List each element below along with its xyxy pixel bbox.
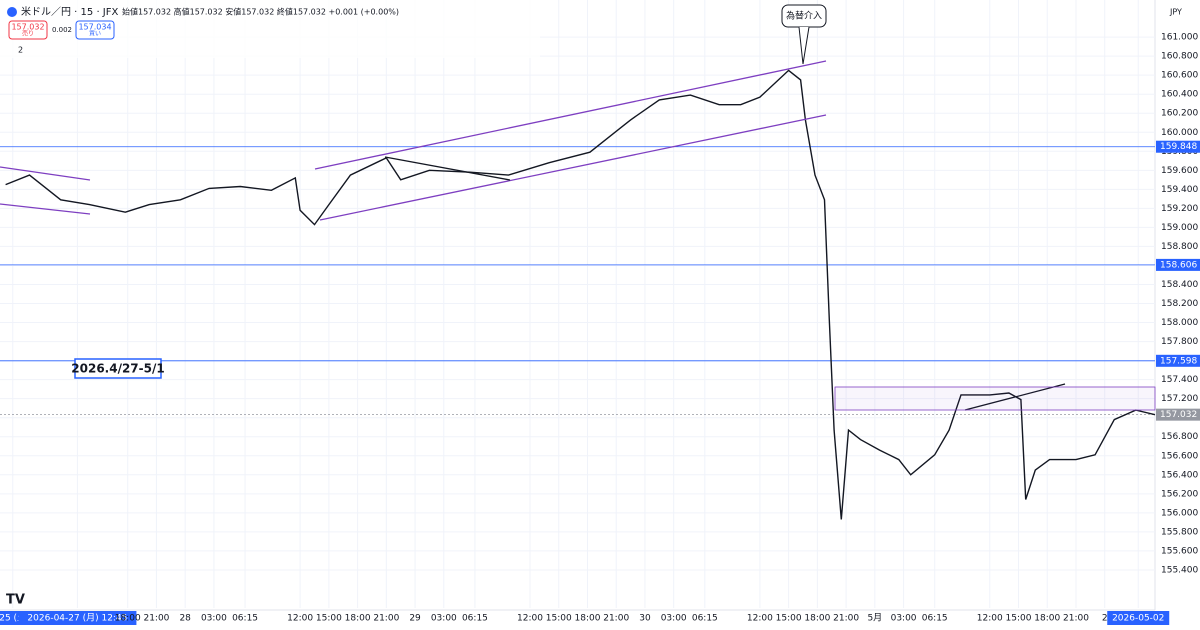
x-tick-label: 21:00	[603, 614, 629, 624]
y-tick-label: 161.000	[1161, 33, 1198, 43]
x-tick-label: 21:00	[1063, 614, 1089, 624]
price-axis	[1155, 0, 1200, 626]
x-tick-label: 03:00	[661, 614, 687, 624]
x-tick-label: 06:15	[232, 614, 258, 624]
annotation: 為替介入	[786, 10, 822, 22]
callout: 為替介入	[781, 4, 827, 65]
x-tick-label: 21:00	[833, 614, 859, 624]
y-tick-label: 156.400	[1161, 470, 1198, 480]
x-tick-label: 29	[409, 614, 421, 624]
x-tick-label: 21:00	[373, 614, 399, 624]
buy-price[interactable]: 157.034	[78, 23, 111, 32]
trendline	[964, 383, 1066, 411]
x-tick-label: 2026-05-02	[1112, 614, 1164, 624]
y-tick-label: 155.800	[1161, 527, 1198, 537]
y-tick-label: 159.000	[1161, 223, 1198, 233]
x-tick-label: 12:00	[517, 614, 543, 624]
price-label-box	[1156, 258, 1200, 271]
x-tick-label: 15:00	[1006, 614, 1032, 624]
x-tick-label: 03:00	[201, 614, 227, 624]
x-tick-label: 12:00	[977, 614, 1003, 624]
ohlc: 始値157.032 高値157.032 安値157.032 終値157.032 …	[122, 7, 399, 17]
x-tick-label: 30	[639, 614, 651, 624]
trendline	[314, 60, 827, 170]
x-tick-label: 2	[1102, 614, 1108, 624]
y-tick-label: 156.000	[1161, 508, 1198, 518]
x-tick-label: 28	[179, 614, 191, 624]
period-box	[74, 358, 162, 379]
y-tick-label: 156.800	[1161, 432, 1198, 442]
price-label: 157.032	[1160, 410, 1197, 420]
x-tick-label: 12:00	[747, 614, 773, 624]
y-tick-label: 157.400	[1161, 375, 1198, 385]
currency[interactable]: JPY	[1169, 8, 1182, 17]
buy-label[interactable]: 買い	[89, 31, 101, 38]
x-tick-label: 15:00	[316, 614, 342, 624]
x-tick-highlight	[18, 611, 137, 625]
x-tick-label: 06:15	[692, 614, 718, 624]
x-tick-label: 18:00	[804, 614, 830, 624]
y-tick-label: 157.800	[1161, 337, 1198, 347]
x-tick-label: 06:15	[922, 614, 948, 624]
y-tick-label: 155.600	[1161, 546, 1198, 556]
trendline	[384, 156, 511, 181]
plot	[0, 0, 1156, 608]
x-tick-label: 18:00	[115, 614, 141, 624]
y-tick-label: 157.200	[1161, 394, 1198, 404]
range-box	[834, 386, 1156, 411]
y-tick-label: 158.000	[1161, 318, 1198, 328]
price-label-box	[1156, 408, 1200, 421]
symbol-icon	[7, 7, 17, 17]
price-label: 159.848	[1160, 142, 1197, 152]
y-tick-label: 158.200	[1161, 299, 1198, 309]
symbol[interactable]: 米ドル／円 · 15 · JFX	[21, 5, 118, 18]
price-label-box	[1156, 354, 1200, 367]
x-tick-label: 15:00	[546, 614, 572, 624]
x-tick-label: 2026-04-27 (月) 12:45	[27, 613, 127, 624]
x-tick-label: 18:00	[1034, 614, 1060, 624]
trendline	[0, 166, 91, 181]
sell-price[interactable]: 157.032	[11, 23, 44, 32]
y-tick-label: 160.600	[1161, 71, 1198, 81]
x-tick-label: 15:00	[776, 614, 802, 624]
y-tick-label: 155.400	[1161, 565, 1198, 575]
price-line-series	[5, 69, 1156, 520]
callout-pointer	[798, 26, 810, 65]
x-tick-label: 21:00	[143, 614, 169, 624]
spread: 0.002	[52, 26, 72, 34]
y-tick-label: 160.800	[1161, 52, 1198, 62]
x-tick-label: 18:00	[575, 614, 601, 624]
annotation: 2026.4/27-5/1	[71, 362, 164, 376]
indicator-count[interactable]: 2	[18, 46, 23, 55]
y-tick-label: 160.400	[1161, 90, 1198, 100]
x-tick-label: 03:00	[891, 614, 917, 624]
buy-button[interactable]	[75, 20, 115, 40]
price-label: 157.598	[1160, 356, 1197, 366]
y-tick-label: 156.200	[1161, 489, 1198, 499]
trendline	[319, 114, 827, 221]
x-tick-label: 12:00	[287, 614, 313, 624]
sell-label[interactable]: 売り	[22, 30, 34, 38]
x-tick-label: 03:00	[431, 614, 457, 624]
x-tick-label: 06:15	[462, 614, 488, 624]
y-tick-label: 160.000	[1161, 128, 1198, 138]
y-tick-label: 156.600	[1161, 451, 1198, 461]
y-tick-label: 160.200	[1161, 109, 1198, 119]
x-tick-label: 18:00	[345, 614, 371, 624]
price-label-box	[1156, 140, 1200, 153]
y-tick-label: 159.400	[1161, 185, 1198, 195]
y-tick-label: 158.400	[1161, 280, 1198, 290]
price-label: 158.606	[1160, 260, 1197, 270]
y-tick-label: 159.200	[1161, 204, 1198, 214]
y-tick-label: 159.600	[1161, 166, 1198, 176]
x-tick-label: 5月	[867, 613, 882, 624]
logo: TV	[6, 593, 25, 608]
x-tick-highlight	[1107, 611, 1170, 625]
y-tick-label: 158.800	[1161, 242, 1198, 252]
trendline	[0, 203, 91, 215]
sell-button[interactable]	[8, 20, 48, 40]
